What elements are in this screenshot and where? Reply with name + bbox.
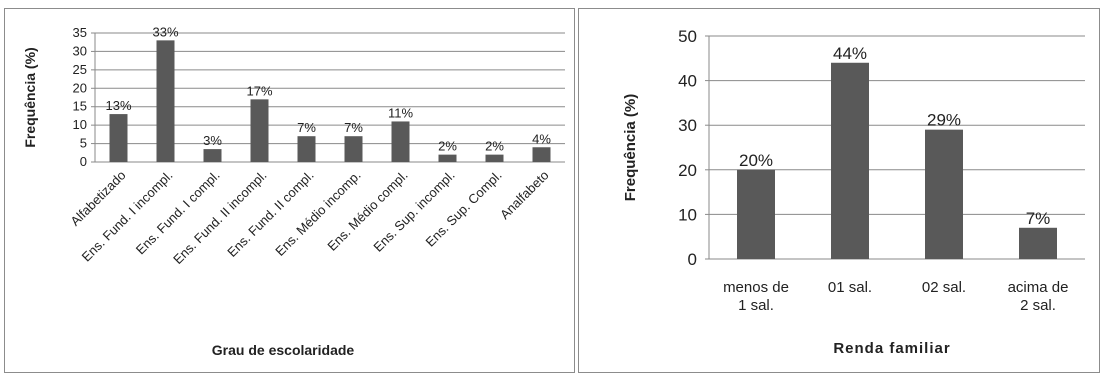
x-tick-label: Ens. Fund. I incompl. [79,168,176,265]
income-bar-chart: 0 10 20 30 40 50 20% menos de 1 sal. 44% 01 sal. 29… [622,27,1085,357]
data-label: 29% [927,111,961,130]
bar [737,169,775,259]
y-tick-label: 40 [678,72,697,91]
x-tick-label-line: 02 sal. [922,279,966,296]
x-tick-label: Ens. Médio compl. [324,168,410,254]
y-tick-label: 30 [73,43,87,58]
x-axis-title: Renda familiar [833,340,950,357]
bar [925,129,963,259]
x-tick-label: Analfabeto [497,168,552,223]
education-chart-panel: 0 5 10 15 20 25 30 35 13% Alfabetizado 33% Ens. Fun… [4,8,575,373]
data-label: 7% [1026,209,1051,228]
x-tick-label: Ens. Fund. II incompl. [170,168,270,268]
bar [485,154,504,162]
y-tick-label: 20 [73,80,87,95]
bar [391,121,410,162]
bar [831,62,869,260]
data-label: 2% [438,139,457,154]
x-tick-label: 02 sal. [922,279,966,296]
data-label: 3% [203,133,222,148]
data-label: 33% [152,24,178,39]
y-tick-label: 10 [678,205,697,224]
data-label: 20% [739,151,773,170]
x-tick-label-line: acima de [1008,279,1069,296]
x-tick-label: Ens. Médio incomp. [272,168,363,259]
x-tick-label-line: 2 sal. [1020,297,1056,314]
y-tick-label: 10 [73,117,87,132]
bar [438,154,457,162]
y-tick-label: 5 [80,136,87,151]
y-tick-label: 20 [678,161,697,180]
y-tick-label: 30 [678,116,697,135]
data-label: 11% [388,105,413,120]
y-tick-label: 0 [80,154,87,169]
x-tick-label-line: 1 sal. [738,297,774,314]
data-label: 44% [833,44,867,63]
x-tick-label: menos de 1 sal. [723,279,789,314]
bar [297,136,316,162]
y-tick-label: 0 [688,250,697,269]
bar [203,149,222,162]
x-tick-label: Ens. Fund. II compl. [224,168,316,260]
y-axis-title: Frequência (%) [22,47,38,147]
data-label: 7% [297,120,316,135]
x-tick-label: acima de 2 sal. [1008,279,1069,314]
y-tick-label: 35 [73,25,87,40]
y-axis-title: Frequência (%) [622,94,639,202]
bar [250,99,269,162]
y-tick-label: 15 [73,99,87,114]
data-label: 13% [105,98,131,113]
data-label: 17% [246,83,272,98]
x-tick-label: 01 sal. [828,279,872,296]
data-label: 7% [344,120,363,135]
y-tick-label: 25 [73,62,87,77]
bar [156,40,175,162]
x-axis-title: Grau de escolaridade [212,342,355,358]
bar [1019,227,1057,259]
data-label: 4% [532,131,551,146]
bar [344,136,363,162]
income-chart-panel: 0 10 20 30 40 50 20% menos de 1 sal. 44% 01 sal. 29… [578,8,1100,373]
bar [532,147,551,162]
x-tick-label: Ens. Fund. I compl. [133,168,223,258]
x-tick-label-line: menos de [723,279,789,296]
y-tick-label: 50 [678,27,697,46]
data-label: 2% [485,139,504,154]
x-tick-label-line: 01 sal. [828,279,872,296]
x-tick-label: Ens. Sup. incompl. [370,168,457,255]
bar [109,114,128,162]
